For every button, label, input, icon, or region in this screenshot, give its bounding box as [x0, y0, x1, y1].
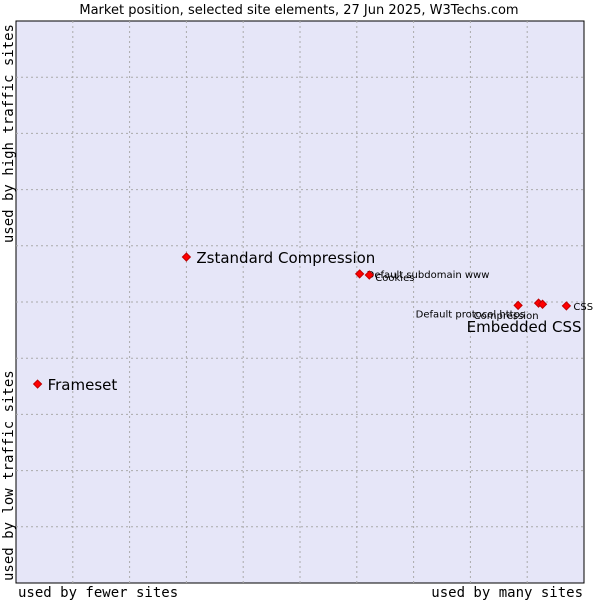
- grid-lines: [16, 21, 584, 583]
- point-marker-zstandard-compression: [181, 252, 192, 262]
- x-axis-label-low: used by fewer sites: [18, 585, 178, 600]
- point-marker-cookies: [364, 270, 375, 280]
- chart-title: Market position, selected site elements,…: [79, 3, 518, 18]
- point-marker-frameset: [32, 379, 43, 389]
- point-label-cookies: Cookies: [375, 273, 414, 284]
- point-marker-default-protocol-https: [513, 300, 523, 311]
- x-axis-label-high: used by many sites: [431, 585, 583, 600]
- point-label-compression: Compression: [474, 311, 539, 322]
- point-marker-css: [561, 301, 572, 311]
- point-label-embedded-css: Embedded CSS: [467, 318, 582, 336]
- point-label-css: CSS: [573, 302, 593, 313]
- point-label-zstandard-compression: Zstandard Compression: [196, 249, 375, 267]
- y-axis-label-high: used by high traffic sites: [1, 24, 17, 243]
- point-marker-embedded-css: [537, 299, 548, 309]
- point-label-default-subdomain-www: Default subdomain www: [367, 270, 490, 281]
- point-marker-default-subdomain-www: [354, 269, 365, 279]
- data-points: Zstandard Compression Frameset Default sub…: [32, 249, 593, 394]
- point-label-frameset: Frameset: [48, 376, 118, 394]
- point-label-default-protocol-https: Default protocol https: [416, 309, 525, 320]
- y-axis-label-low: used by low traffic sites: [1, 370, 17, 581]
